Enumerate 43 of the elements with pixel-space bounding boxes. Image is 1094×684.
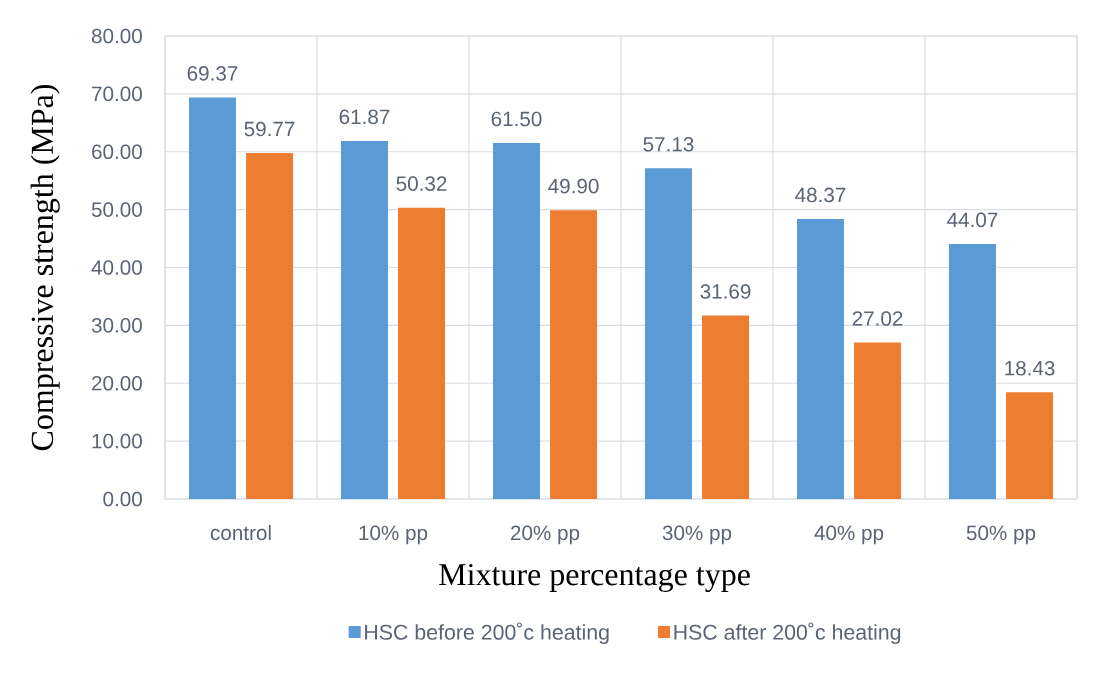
y-tick-label: 10.00 [92,433,142,449]
legend-label: HSC before 200˚c heating [365,622,609,645]
data-label: 61.87 [339,109,390,125]
x-tick-label: 40% pp [814,525,884,545]
x-axis-title: Mixture percentage type [439,563,750,593]
x-tick-label: 10% pp [359,525,428,545]
x-tick-label: 30% pp [662,525,732,545]
data-label: 59.77 [244,121,295,137]
data-label: 44.07 [947,212,998,228]
data-label: 18.43 [1005,360,1055,376]
data-label: 48.37 [795,187,846,203]
bar [796,219,844,499]
data-label: 27.02 [852,311,903,326]
bar [492,143,540,499]
y-tick-label: 40.00 [91,260,142,275]
bar [644,168,692,499]
bar [550,210,598,499]
y-tick-label: 0.00 [103,491,142,507]
y-tick-label: 60.00 [92,144,142,160]
y-axis-title: Compressive strength (MPa) [30,84,60,451]
data-label: 69.37 [187,66,238,81]
bar [188,97,236,499]
bar [854,342,902,499]
bar [948,243,996,499]
bar [1006,392,1054,499]
data-label: 57.13 [643,136,694,152]
x-tick-label: 50% pp [966,525,1036,545]
data-label: 31.69 [700,284,751,299]
bar [340,140,388,499]
data-label: 50.32 [396,176,447,191]
y-tick-label: 30.00 [91,318,142,333]
y-tick-label: 70.00 [92,86,142,102]
x-tick-label: 20% pp [511,525,580,545]
legend-label: HSC after 200˚c heating [674,622,901,645]
bar [246,153,294,499]
y-tick-label: 50.00 [91,202,142,217]
bar [702,315,750,499]
bar [398,207,446,499]
x-tick-label: control [210,525,271,541]
data-label: 49.90 [548,178,599,194]
data-label: 61.50 [491,111,542,127]
y-tick-label: 80.00 [91,28,142,44]
y-tick-label: 20.00 [92,375,142,391]
